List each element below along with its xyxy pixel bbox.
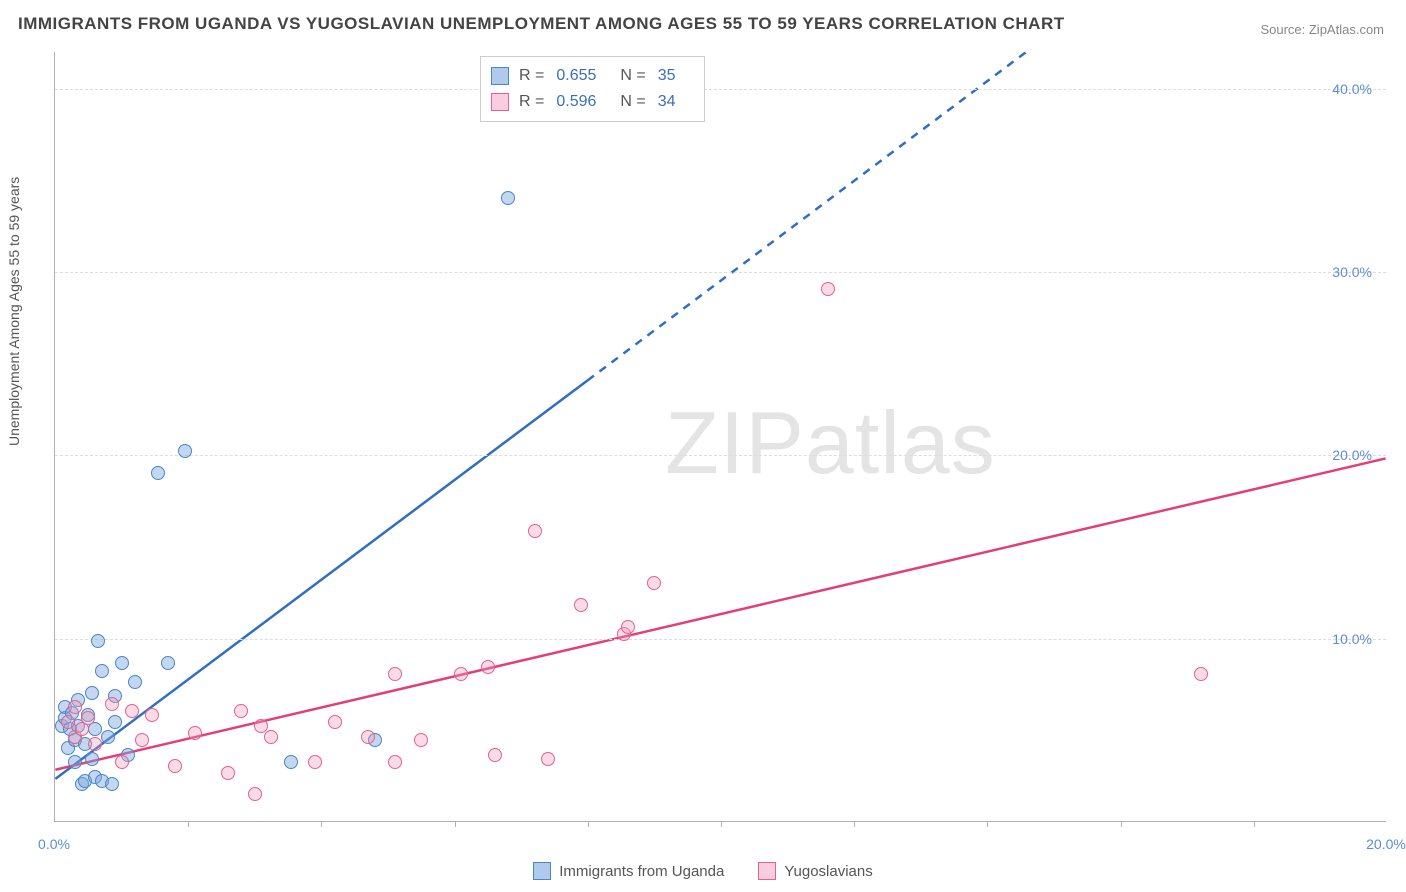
data-point-uganda [151, 466, 165, 480]
legend-r-label: R = [519, 63, 544, 89]
y-tick-label: 10.0% [1332, 631, 1372, 647]
x-tick [721, 821, 722, 827]
legend-row-uganda: R = 0.655 N = 35 [491, 63, 690, 89]
data-point-yugoslavians [488, 748, 502, 762]
x-tick [987, 821, 988, 827]
data-point-yugoslavians [221, 766, 235, 780]
data-point-yugoslavians [264, 730, 278, 744]
data-point-uganda [115, 656, 129, 670]
swatch-blue [491, 67, 509, 85]
gridline [55, 639, 1386, 640]
data-point-yugoslavians [361, 730, 375, 744]
legend-n-value-uganda: 35 [658, 63, 676, 89]
data-point-yugoslavians [454, 667, 468, 681]
x-tick [321, 821, 322, 827]
data-point-uganda [101, 730, 115, 744]
data-point-uganda [501, 191, 515, 205]
legend-item-uganda: Immigrants from Uganda [533, 862, 724, 880]
data-point-yugoslavians [61, 715, 75, 729]
x-tick [588, 821, 589, 827]
y-tick-label: 20.0% [1332, 447, 1372, 463]
source-label: Source: ZipAtlas.com [1260, 22, 1384, 37]
x-tick [1254, 821, 1255, 827]
gridline [55, 272, 1386, 273]
data-point-uganda [105, 777, 119, 791]
x-tick-label: 0.0% [38, 836, 70, 852]
gridline [55, 455, 1386, 456]
x-tick-label: 20.0% [1366, 836, 1406, 852]
data-point-uganda [108, 715, 122, 729]
data-point-yugoslavians [621, 620, 635, 634]
legend-r-label: R = [519, 89, 544, 115]
x-tick [854, 821, 855, 827]
legend-series: Immigrants from Uganda Yugoslavians [0, 862, 1406, 880]
data-point-yugoslavians [541, 752, 555, 766]
data-point-uganda [85, 686, 99, 700]
data-point-yugoslavians [647, 576, 661, 590]
swatch-pink [758, 862, 776, 880]
swatch-blue [533, 862, 551, 880]
watermark: ZIPatlas [665, 392, 996, 494]
legend-label-yugo: Yugoslavians [784, 863, 872, 880]
legend-n-label: N = [620, 89, 645, 115]
data-point-yugoslavians [328, 715, 342, 729]
data-point-yugoslavians [135, 733, 149, 747]
data-point-uganda [128, 675, 142, 689]
data-point-yugoslavians [105, 697, 119, 711]
data-point-yugoslavians [388, 667, 402, 681]
y-tick-label: 30.0% [1332, 264, 1372, 280]
data-point-yugoslavians [145, 708, 159, 722]
data-point-uganda [95, 664, 109, 678]
data-point-uganda [284, 755, 298, 769]
x-tick [1121, 821, 1122, 827]
chart-title: IMMIGRANTS FROM UGANDA VS YUGOSLAVIAN UN… [18, 14, 1065, 34]
data-point-yugoslavians [574, 598, 588, 612]
legend-n-label: N = [620, 63, 645, 89]
legend-r-value-yugo: 0.596 [556, 89, 596, 115]
y-axis-title: Unemployment Among Ages 55 to 59 years [6, 177, 22, 446]
legend-n-value-yugo: 34 [658, 89, 676, 115]
data-point-yugoslavians [414, 733, 428, 747]
data-point-uganda [91, 634, 105, 648]
data-point-yugoslavians [125, 704, 139, 718]
swatch-pink [491, 93, 509, 111]
plot-area: ZIPatlas 10.0% 20.0% 30.0% 40.0% [54, 52, 1386, 822]
legend-label-uganda: Immigrants from Uganda [559, 863, 724, 880]
data-point-uganda [161, 656, 175, 670]
data-point-yugoslavians [528, 524, 542, 538]
data-point-yugoslavians [168, 759, 182, 773]
gridline [55, 89, 1386, 90]
legend-r-value-uganda: 0.655 [556, 63, 596, 89]
data-point-yugoslavians [388, 755, 402, 769]
x-tick [455, 821, 456, 827]
data-point-yugoslavians [308, 755, 322, 769]
data-point-yugoslavians [68, 700, 82, 714]
data-point-yugoslavians [821, 282, 835, 296]
data-point-yugoslavians [88, 737, 102, 751]
y-tick-label: 40.0% [1332, 81, 1372, 97]
data-point-yugoslavians [81, 711, 95, 725]
data-point-yugoslavians [234, 704, 248, 718]
data-point-yugoslavians [481, 660, 495, 674]
legend-item-yugo: Yugoslavians [758, 862, 872, 880]
data-point-yugoslavians [248, 787, 262, 801]
legend-correlation: R = 0.655 N = 35 R = 0.596 N = 34 [480, 56, 705, 122]
data-point-yugoslavians [1194, 667, 1208, 681]
data-point-yugoslavians [188, 726, 202, 740]
x-tick [188, 821, 189, 827]
trend-lines [55, 52, 1386, 821]
legend-row-yugo: R = 0.596 N = 34 [491, 89, 690, 115]
data-point-uganda [85, 752, 99, 766]
data-point-uganda [178, 444, 192, 458]
data-point-yugoslavians [115, 755, 129, 769]
data-point-uganda [68, 755, 82, 769]
